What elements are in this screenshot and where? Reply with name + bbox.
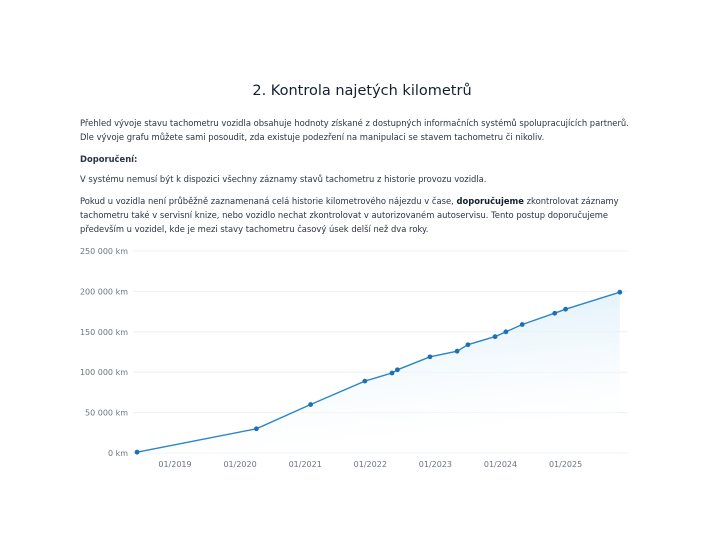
y-tick-label: 50 000 km (85, 409, 128, 418)
data-point (465, 342, 471, 348)
x-tick-label: 01/2024 (484, 460, 517, 469)
data-point (563, 306, 568, 312)
x-tick-label: 01/2025 (549, 460, 582, 469)
x-tick-label: 01/2022 (354, 460, 387, 469)
data-point (389, 370, 395, 376)
y-tick-label: 200 000 km (80, 287, 128, 296)
data-point (503, 329, 509, 335)
data-point (427, 354, 433, 360)
data-point (395, 367, 400, 373)
data-point (492, 334, 498, 340)
x-tick-label: 01/2021 (289, 460, 322, 469)
advice-text: Pokud u vozidla není průběžně zaznamenan… (80, 196, 457, 206)
x-tick-label: 01/2019 (158, 460, 191, 469)
recommendation-heading: Doporučení: (80, 154, 138, 164)
advice-text-rest: zkontrolovat záznamy tachometru také v s… (80, 196, 619, 234)
y-tick-label: 100 000 km (80, 368, 128, 377)
data-point (134, 449, 140, 455)
y-tick-label: 250 000 km (80, 247, 128, 256)
area-fill (137, 292, 620, 453)
section-title: 2. Kontrola najetých kilometrů (252, 83, 472, 99)
data-point (253, 426, 259, 432)
x-tick-label: 01/2020 (223, 460, 256, 469)
data-point (617, 289, 623, 295)
note-paragraph: V systému nemusí být k dispozici všechny… (80, 174, 487, 184)
advice-paragraph: Pokud u vozidla není průběžně zaznamenan… (80, 194, 640, 236)
y-tick-label: 0 km (108, 449, 128, 458)
advice-emphasis: doporučujeme (456, 196, 524, 206)
data-point (362, 378, 368, 384)
data-point (519, 322, 525, 327)
y-tick-label: 150 000 km (80, 328, 128, 337)
data-point (552, 310, 558, 316)
intro-paragraph: Přehled vývoje stavu tachometru vozidla … (80, 118, 629, 142)
x-tick-label: 01/2023 (419, 460, 452, 469)
data-point (308, 402, 314, 407)
data-point (454, 348, 460, 354)
